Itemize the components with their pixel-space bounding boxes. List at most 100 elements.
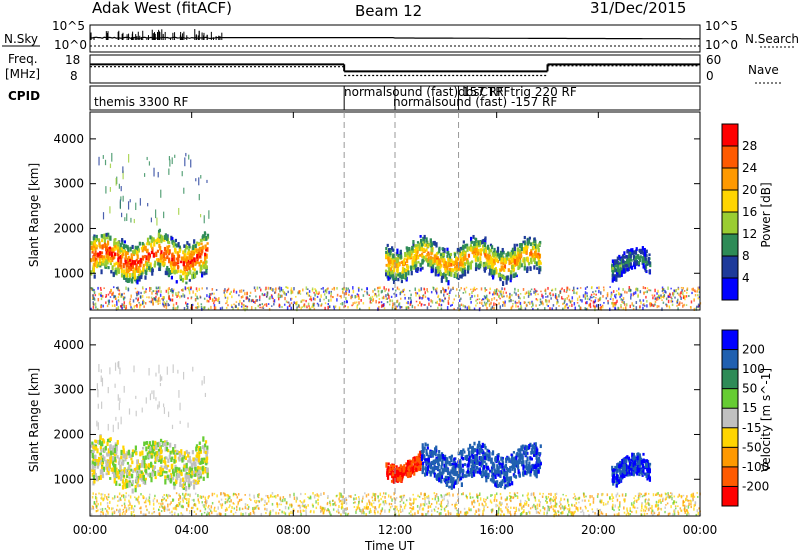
clutter-point bbox=[578, 496, 580, 500]
echo-point bbox=[441, 247, 444, 251]
clutter-point bbox=[347, 494, 350, 498]
clutter-point bbox=[177, 501, 180, 504]
echo-point bbox=[421, 266, 424, 270]
clutter-point bbox=[661, 299, 663, 301]
echo-point bbox=[191, 254, 194, 260]
clutter-point bbox=[501, 510, 503, 513]
clutter-point bbox=[359, 307, 361, 310]
clutter-point bbox=[386, 301, 389, 304]
clutter-point bbox=[542, 505, 544, 509]
clutter-point bbox=[380, 509, 382, 513]
clutter-point bbox=[212, 302, 215, 305]
nsky-line bbox=[89, 36, 700, 40]
echo-point bbox=[176, 251, 179, 256]
clutter-point bbox=[628, 286, 631, 290]
clutter-point bbox=[313, 307, 316, 310]
clutter-point bbox=[506, 508, 508, 511]
power-colorbar-tick-label: 20 bbox=[742, 183, 757, 197]
echo-point bbox=[154, 470, 157, 477]
echo-point bbox=[203, 231, 207, 235]
echo-point bbox=[526, 257, 529, 263]
clutter-point bbox=[378, 293, 380, 297]
clutter-point bbox=[226, 296, 229, 300]
echo-point bbox=[633, 258, 637, 262]
echo-point bbox=[387, 251, 390, 257]
clutter-point bbox=[652, 296, 654, 300]
clutter-point bbox=[197, 302, 199, 306]
echo-point bbox=[465, 258, 468, 262]
clutter-point bbox=[657, 507, 660, 510]
clutter-point bbox=[390, 295, 393, 298]
clutter-point bbox=[424, 492, 426, 497]
sparse-point bbox=[107, 386, 109, 394]
clutter-point bbox=[679, 295, 682, 298]
clutter-point bbox=[503, 513, 505, 517]
clutter-point bbox=[303, 499, 306, 502]
clutter-point bbox=[667, 512, 670, 517]
clutter-point bbox=[175, 507, 178, 511]
clutter-point bbox=[348, 289, 351, 293]
clutter-point bbox=[330, 298, 332, 302]
clutter-point bbox=[319, 298, 321, 303]
clutter-point bbox=[666, 305, 668, 308]
clutter-point bbox=[464, 305, 467, 309]
clutter-point bbox=[122, 510, 125, 513]
clutter-point bbox=[408, 289, 411, 292]
clutter-point bbox=[137, 497, 139, 500]
clutter-point bbox=[213, 299, 216, 303]
clutter-point bbox=[344, 512, 347, 516]
clutter-point bbox=[99, 508, 102, 511]
clutter-point bbox=[473, 294, 476, 298]
echo-point bbox=[181, 256, 184, 261]
clutter-point bbox=[515, 304, 517, 308]
clutter-point bbox=[576, 297, 579, 301]
sparse-point bbox=[204, 392, 207, 397]
echo-point bbox=[120, 268, 123, 273]
echo-point bbox=[527, 261, 531, 266]
clutter-point bbox=[414, 512, 416, 516]
echo-point bbox=[161, 238, 164, 242]
clutter-point bbox=[160, 290, 162, 293]
clutter-point bbox=[116, 495, 119, 498]
sparse-point bbox=[206, 179, 208, 183]
echo-point bbox=[460, 262, 463, 267]
clutter-point bbox=[421, 297, 423, 300]
clutter-point bbox=[606, 293, 609, 298]
clutter-point bbox=[624, 290, 626, 294]
clutter-point bbox=[237, 503, 239, 506]
clutter-point bbox=[353, 506, 356, 508]
clutter-point bbox=[130, 306, 132, 309]
clutter-point bbox=[242, 303, 245, 307]
clutter-point bbox=[122, 296, 125, 299]
echo-point bbox=[406, 264, 409, 268]
sparse-point bbox=[150, 217, 152, 223]
clutter-point bbox=[568, 509, 571, 512]
clutter-point bbox=[532, 303, 534, 307]
clutter-point bbox=[388, 508, 391, 512]
clutter-point bbox=[613, 509, 615, 512]
clutter-point bbox=[482, 298, 484, 301]
clutter-point bbox=[525, 303, 528, 308]
clutter-point bbox=[650, 303, 653, 307]
clutter-point bbox=[661, 296, 663, 298]
clutter-point bbox=[591, 508, 594, 511]
echo-point bbox=[643, 247, 646, 253]
echo-point bbox=[622, 265, 625, 271]
sparse-point bbox=[122, 195, 124, 202]
sparse-point bbox=[135, 202, 137, 211]
clutter-point bbox=[682, 295, 685, 298]
clutter-point bbox=[448, 292, 450, 295]
echo-point bbox=[141, 244, 145, 247]
echo-point bbox=[117, 256, 120, 260]
echo-point bbox=[490, 249, 493, 253]
clutter-point bbox=[511, 305, 514, 308]
clutter-point bbox=[423, 287, 425, 291]
clutter-point bbox=[253, 496, 256, 499]
clutter-point bbox=[628, 288, 630, 292]
clutter-point bbox=[603, 288, 605, 292]
clutter-point bbox=[266, 508, 268, 512]
clutter-point bbox=[309, 510, 312, 514]
clutter-point bbox=[163, 497, 166, 500]
clutter-point bbox=[567, 500, 569, 504]
clutter-point bbox=[367, 493, 370, 496]
